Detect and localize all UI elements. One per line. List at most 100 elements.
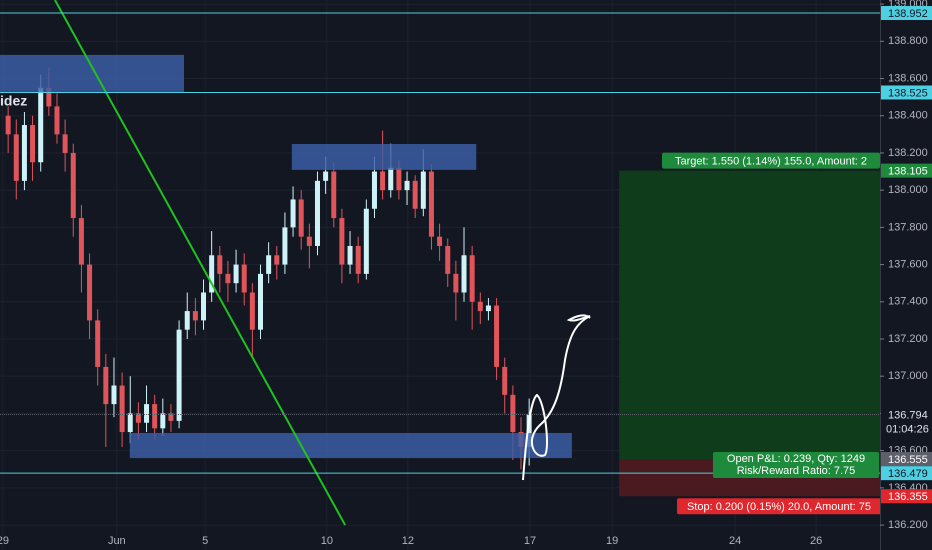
candle-body <box>371 171 377 209</box>
x-tick-label: 26 <box>810 535 822 547</box>
candle-body <box>420 171 426 209</box>
candle-body <box>453 273 459 293</box>
target-badge <box>881 163 932 178</box>
candle-body <box>412 180 418 209</box>
candle-body <box>249 292 255 330</box>
candle-body <box>54 106 60 135</box>
stop-label-box <box>677 498 881 515</box>
candle-body <box>30 125 36 163</box>
candle-body <box>485 305 491 312</box>
countdown-box <box>881 421 932 436</box>
price-badge-label: 138.525 <box>888 87 928 99</box>
candle-body <box>461 255 467 293</box>
rr-label: Risk/Reward Ratio: 7.75 <box>737 465 856 477</box>
candle-body <box>160 413 166 429</box>
entry-badge-label: 136.555 <box>888 454 928 466</box>
price-badge <box>881 6 932 21</box>
candle-body <box>363 208 369 274</box>
candle-body <box>127 413 133 433</box>
stop-badge <box>881 489 932 504</box>
candle-body <box>380 171 386 191</box>
candle-body <box>201 292 207 321</box>
candle-body <box>192 311 198 321</box>
candle-body <box>21 125 27 181</box>
current-price-badge <box>881 407 932 422</box>
candle-body <box>314 180 320 246</box>
target-label-box <box>662 152 880 169</box>
candle-body <box>62 134 68 153</box>
candle-body <box>502 366 508 395</box>
candle-body <box>428 171 434 237</box>
y-tick-label: 138.800 <box>888 35 928 47</box>
candle-body <box>477 301 483 312</box>
candle-body <box>103 366 109 405</box>
x-tick-label: 5 <box>202 535 208 547</box>
candle-body <box>347 245 353 265</box>
candle-body <box>282 227 288 265</box>
candle-body <box>257 273 263 330</box>
x-tick-label: 10 <box>321 535 333 547</box>
candle-body <box>233 264 239 284</box>
x-tick-label: 19 <box>606 535 618 547</box>
candle-body <box>152 404 158 429</box>
x-tick-label: 24 <box>729 535 741 547</box>
y-tick-label: 138.200 <box>888 147 928 159</box>
target-badge-label: 138.105 <box>888 166 928 178</box>
stop-label: Stop: 0.200 (0.15%) 20.0, Amount: 75 <box>687 501 871 513</box>
watermark: idez <box>0 93 27 109</box>
pnl-box <box>713 452 879 479</box>
candle-body <box>78 218 84 265</box>
candle-body <box>298 199 304 237</box>
candle-body <box>135 413 141 423</box>
candle-body <box>469 255 475 302</box>
candle-body <box>46 87 52 107</box>
candle-body <box>266 255 272 274</box>
trend-line <box>54 0 347 526</box>
price-badge-label: 136.479 <box>888 468 928 480</box>
candle-body <box>510 394 516 433</box>
candle-body <box>494 305 500 367</box>
candle-body <box>38 87 44 163</box>
candle-body <box>176 329 182 421</box>
candle-body <box>290 199 296 228</box>
candle-body <box>95 320 101 367</box>
candle-body <box>225 273 231 284</box>
y-tick-label: 137.200 <box>888 333 928 345</box>
hand-drawing <box>522 314 591 481</box>
x-tick-label: 29 <box>0 535 9 547</box>
y-tick-label: 138.400 <box>888 110 928 122</box>
candle-body <box>111 385 117 405</box>
y-tick-label: 138.000 <box>888 184 928 196</box>
price-badge <box>881 85 932 100</box>
price-badge <box>881 466 932 481</box>
candle-body <box>396 167 402 191</box>
candle-body <box>217 255 223 274</box>
candle-body <box>437 236 443 246</box>
candle-body <box>241 264 247 293</box>
y-tick-label: 139.000 <box>888 0 928 10</box>
candle-body <box>331 171 337 219</box>
candle-body <box>119 385 125 433</box>
y-tick-label: 137.800 <box>888 221 928 233</box>
candle-body <box>87 264 93 321</box>
y-tick-label: 137.400 <box>888 296 928 308</box>
candle-body <box>13 134 19 181</box>
candle-body <box>209 255 215 293</box>
price-badge-label: 138.952 <box>888 8 928 20</box>
current-price-badge-label: 136.794 <box>888 409 928 421</box>
x-tick-label: Jun <box>108 535 126 547</box>
candle-body <box>388 167 394 191</box>
candle-body <box>339 218 345 265</box>
candle-body <box>184 311 190 330</box>
target-area <box>619 170 880 460</box>
candle-body <box>323 171 329 181</box>
zone <box>291 144 477 170</box>
candle-body <box>445 245 451 274</box>
candle-body <box>144 404 150 423</box>
pnl-label: Open P&L: 0.239, Qty: 1249 <box>727 453 865 465</box>
candle-body <box>168 413 174 421</box>
x-tick-label: 17 <box>524 535 536 547</box>
y-tick-label: 138.600 <box>888 72 928 84</box>
candle-body <box>355 245 361 274</box>
